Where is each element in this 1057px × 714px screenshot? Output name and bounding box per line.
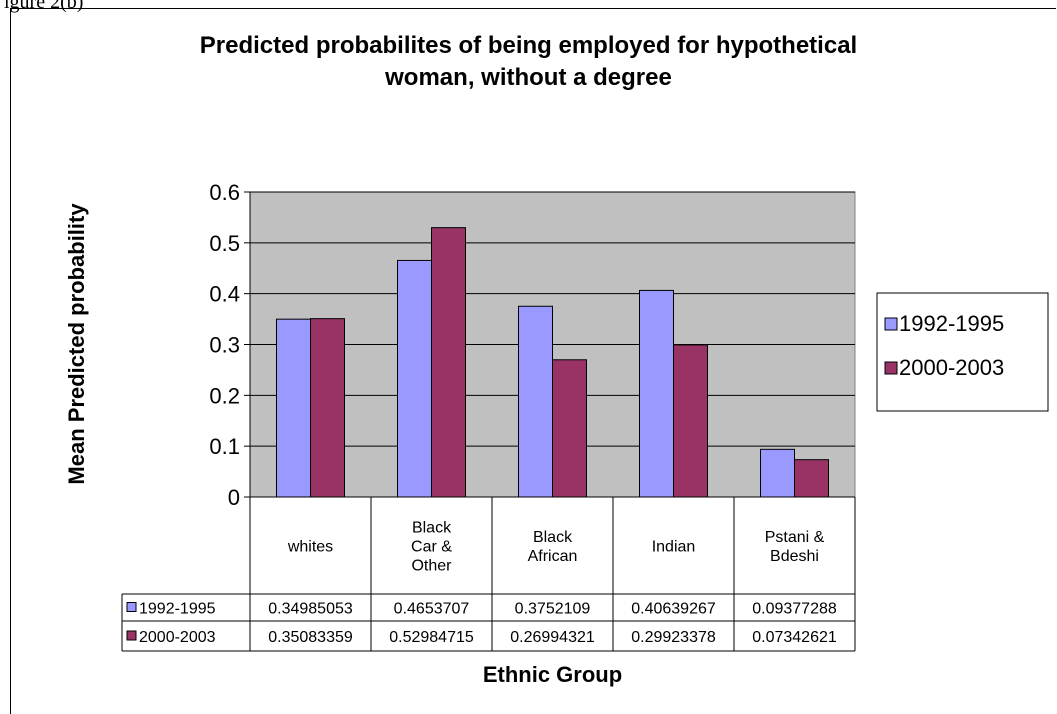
table-value: 0.35083359 bbox=[268, 629, 353, 646]
category-label: Black bbox=[533, 529, 573, 546]
category-label: Other bbox=[411, 558, 452, 575]
bar bbox=[760, 448, 795, 498]
table-value: 0.09377288 bbox=[752, 601, 837, 618]
table-value: 0.4653707 bbox=[394, 601, 470, 618]
category-label: Black bbox=[412, 520, 452, 537]
y-tick-label: 0.4 bbox=[209, 282, 240, 307]
figure-caption: igure 2(b) bbox=[4, 0, 84, 13]
legend-label: 2000-2003 bbox=[899, 355, 1004, 380]
y-tick-label: 0 bbox=[228, 485, 240, 510]
bar bbox=[794, 459, 829, 498]
category-label: Pstani & bbox=[765, 529, 825, 546]
bar bbox=[431, 227, 466, 498]
legend-key bbox=[884, 361, 898, 375]
table-value: 0.3752109 bbox=[515, 601, 591, 618]
table-value: 0.40639267 bbox=[631, 601, 716, 618]
chart-title: Predicted probabilites of being employed… bbox=[0, 30, 1057, 94]
table-value: 0.34985053 bbox=[268, 601, 353, 618]
legend-box bbox=[876, 292, 1049, 412]
table-legend-key bbox=[126, 630, 137, 641]
table-value: 0.26994321 bbox=[510, 629, 595, 646]
table-value: 0.52984715 bbox=[389, 629, 474, 646]
bar bbox=[276, 318, 311, 498]
y-tick-label: 0.2 bbox=[209, 383, 240, 408]
table-value: 0.29923378 bbox=[631, 629, 716, 646]
y-tick-label: 0.6 bbox=[209, 180, 240, 205]
table-value: 0.07342621 bbox=[752, 629, 837, 646]
y-tick-label: 0.1 bbox=[209, 434, 240, 459]
y-tick-label: 0.3 bbox=[209, 333, 240, 358]
table-legend-key bbox=[126, 602, 137, 612]
category-label: whites bbox=[287, 539, 333, 556]
table-series-name: 2000-2003 bbox=[139, 629, 216, 646]
bar bbox=[397, 259, 432, 498]
x-axis-title: Ethnic Group bbox=[483, 662, 622, 687]
bar bbox=[552, 359, 587, 498]
category-label: Car & bbox=[411, 539, 452, 556]
chart-title-line: woman, without a degree bbox=[385, 64, 672, 91]
category-label: Indian bbox=[652, 539, 696, 556]
chart-area bbox=[10, 8, 1056, 714]
legend-label: 1992-1995 bbox=[899, 311, 1004, 336]
bar bbox=[518, 305, 553, 498]
category-label: African bbox=[528, 548, 578, 565]
y-tick-label: 0.5 bbox=[209, 231, 240, 256]
bar bbox=[310, 318, 345, 498]
bar bbox=[639, 289, 674, 498]
bar bbox=[673, 344, 708, 498]
category-label: Bdeshi bbox=[770, 548, 819, 565]
y-axis-title: Mean Predicted probability bbox=[64, 203, 89, 485]
table-series-name: 1992-1995 bbox=[139, 601, 216, 618]
chart-title-line: Predicted probabilites of being employed… bbox=[199, 32, 858, 59]
legend-key bbox=[884, 317, 898, 331]
